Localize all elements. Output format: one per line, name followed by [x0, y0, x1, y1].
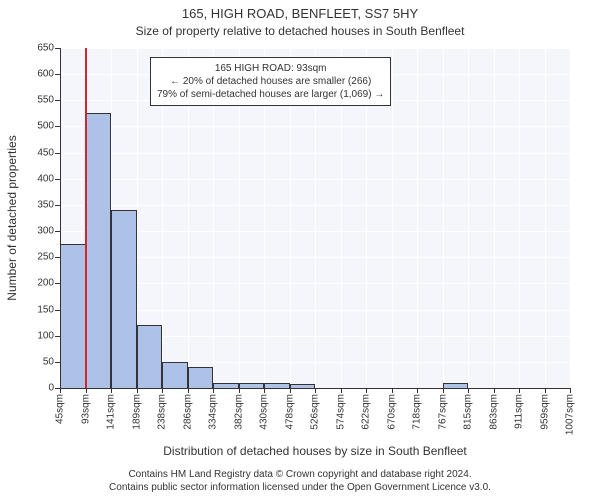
annotation-line: ← 20% of detached houses are smaller (26…	[157, 75, 384, 88]
histogram-bar	[162, 362, 188, 388]
property-marker-line	[85, 48, 87, 388]
ytick-label: 550	[37, 95, 54, 106]
ytick-label: 250	[37, 252, 54, 263]
gridline-v	[417, 48, 418, 388]
gridline-v	[392, 48, 393, 388]
xtick-label: 526sqm	[310, 394, 321, 430]
y-axis-line	[60, 48, 61, 388]
ytick-label: 50	[43, 356, 54, 367]
ytick-label: 150	[37, 304, 54, 315]
annotation-box: 165 HIGH ROAD: 93sqm← 20% of detached ho…	[150, 57, 391, 106]
gridline-v	[519, 48, 520, 388]
gridline-v	[468, 48, 469, 388]
histogram-bar	[137, 325, 163, 388]
xtick-label: 622sqm	[361, 394, 372, 430]
gridline-v	[570, 48, 571, 388]
xtick-label: 1007sqm	[565, 394, 576, 435]
ytick-label: 600	[37, 69, 54, 80]
footer-attribution: Contains HM Land Registry data © Crown c…	[0, 468, 600, 494]
gridline-v	[545, 48, 546, 388]
ytick-label: 500	[37, 121, 54, 132]
ytick-label: 400	[37, 173, 54, 184]
x-axis-label: Distribution of detached houses by size …	[60, 444, 570, 458]
ytick-label: 450	[37, 147, 54, 158]
x-axis-line	[60, 388, 570, 389]
xtick-label: 45sqm	[55, 394, 66, 424]
gridline-v	[443, 48, 444, 388]
xtick-label: 93sqm	[80, 394, 91, 424]
histogram-bar	[111, 210, 137, 388]
ytick-label: 300	[37, 226, 54, 237]
ytick-label: 350	[37, 199, 54, 210]
histogram-chart: 0501001502002503003504004505005506006504…	[60, 48, 570, 388]
figure-root: 165, HIGH ROAD, BENFLEET, SS7 5HY Size o…	[0, 0, 600, 500]
histogram-bar	[188, 367, 214, 388]
xtick-label: 911sqm	[514, 394, 525, 429]
histogram-bar	[86, 113, 112, 388]
xtick-label: 238sqm	[157, 394, 168, 430]
xtick-label: 141sqm	[106, 394, 117, 430]
xtick-label: 574sqm	[335, 394, 346, 430]
ytick-label: 0	[48, 383, 54, 394]
annotation-line: 165 HIGH ROAD: 93sqm	[157, 62, 384, 75]
xtick-label: 670sqm	[386, 394, 397, 430]
xtick-label: 863sqm	[488, 394, 499, 430]
xtick-label: 430sqm	[259, 394, 270, 430]
xtick-mark	[570, 388, 571, 393]
annotation-line: 79% of semi-detached houses are larger (…	[157, 88, 384, 101]
footer-line-1: Contains HM Land Registry data © Crown c…	[0, 468, 600, 481]
chart-subtitle: Size of property relative to detached ho…	[0, 22, 600, 39]
ytick-label: 100	[37, 330, 54, 341]
xtick-label: 286sqm	[182, 394, 193, 430]
chart-title: 165, HIGH ROAD, BENFLEET, SS7 5HY	[0, 0, 600, 22]
histogram-bar	[60, 244, 86, 388]
y-axis-label: Number of detached properties	[5, 135, 19, 300]
gridline-v	[494, 48, 495, 388]
xtick-label: 959sqm	[539, 394, 550, 430]
xtick-label: 334sqm	[208, 394, 219, 430]
xtick-label: 382sqm	[233, 394, 244, 430]
footer-line-2: Contains public sector information licen…	[0, 481, 600, 494]
xtick-label: 189sqm	[131, 394, 142, 430]
xtick-label: 478sqm	[284, 394, 295, 430]
ytick-label: 650	[37, 43, 54, 54]
xtick-label: 815sqm	[463, 394, 474, 430]
xtick-label: 718sqm	[412, 394, 423, 430]
xtick-label: 767sqm	[437, 394, 448, 430]
ytick-label: 200	[37, 278, 54, 289]
